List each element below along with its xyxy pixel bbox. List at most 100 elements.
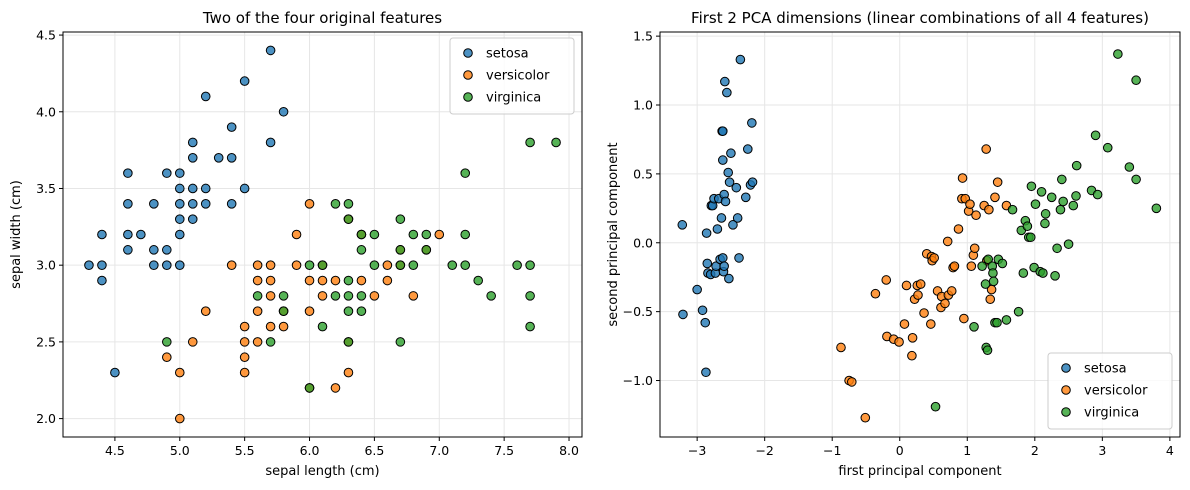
point-setosa: [278, 106, 289, 117]
point-virginica: [1113, 49, 1123, 59]
point-setosa: [174, 229, 185, 240]
point-setosa: [719, 261, 729, 271]
point-virginica: [343, 275, 354, 286]
y-tick-label: 2.0: [36, 411, 56, 426]
point-setosa: [677, 220, 688, 230]
point-setosa: [678, 309, 688, 320]
point-virginica: [330, 199, 341, 209]
point-virginica: [395, 214, 406, 224]
point-virginica: [1026, 181, 1037, 192]
point-virginica: [1063, 239, 1074, 249]
point-versicolor: [278, 321, 289, 332]
scatter-points: [677, 49, 1162, 423]
point-versicolor: [239, 321, 250, 332]
point-virginica: [988, 276, 999, 287]
legend-marker-virginica: [1061, 407, 1071, 417]
point-setosa: [149, 260, 159, 270]
chart-sepal-features: 4.5 5.0 5.5 6.0 6.5 7.0 7.5 8.0 2.0 2.5 3.0 3.5 4.0…: [9, 9, 583, 479]
point-virginica: [1040, 218, 1050, 229]
point-versicolor: [239, 337, 250, 347]
legend-item-virginica: virginica: [1061, 406, 1139, 421]
y-tick-label: −1.0: [623, 373, 653, 388]
legend-label-virginica: virginica: [1084, 406, 1139, 421]
y-tick-label: 2.5: [36, 334, 56, 349]
point-virginica: [460, 168, 471, 178]
point-virginica: [1030, 199, 1041, 209]
legend-item-setosa: setosa: [463, 47, 529, 62]
point-virginica: [1040, 209, 1051, 219]
point-setosa: [226, 152, 237, 163]
point-versicolor: [949, 261, 960, 271]
point-virginica: [304, 260, 315, 270]
point-setosa: [716, 213, 727, 223]
x-tick-label: 2: [1031, 443, 1039, 458]
point-virginica: [356, 306, 367, 317]
x-tick-label: 8.0: [559, 443, 579, 458]
point-virginica: [551, 137, 561, 148]
legend-marker-virginica: [463, 92, 473, 102]
point-virginica: [408, 229, 419, 240]
point-virginica: [421, 245, 432, 255]
point-virginica: [395, 260, 406, 270]
point-virginica: [356, 245, 367, 255]
point-setosa: [731, 182, 742, 193]
point-setosa: [747, 177, 758, 187]
point-versicolor: [919, 308, 929, 318]
point-setosa: [174, 199, 185, 209]
x-tick-label: −2: [755, 443, 773, 458]
point-setosa: [174, 260, 185, 270]
point-setosa: [187, 152, 198, 163]
point-virginica: [1131, 174, 1141, 185]
point-versicolor: [915, 279, 926, 289]
point-virginica: [1151, 203, 1162, 214]
point-versicolor: [966, 261, 977, 271]
point-versicolor: [913, 290, 923, 300]
point-setosa: [149, 245, 159, 255]
point-virginica: [1092, 189, 1103, 200]
point-versicolor: [174, 413, 185, 424]
point-versicolor: [907, 333, 918, 343]
point-setosa: [187, 137, 198, 148]
point-virginica: [369, 260, 380, 270]
point-versicolor: [957, 173, 968, 183]
point-versicolor: [265, 291, 276, 301]
point-virginica: [1131, 75, 1141, 86]
point-versicolor: [252, 337, 263, 347]
point-setosa: [726, 148, 736, 159]
point-versicolor: [226, 260, 237, 270]
x-axis-label: first principal component: [838, 464, 1001, 479]
point-setosa: [720, 76, 730, 87]
point-versicolor: [265, 260, 276, 270]
point-setosa: [174, 183, 185, 194]
x-tick-label: 4.5: [105, 443, 125, 458]
point-setosa: [692, 284, 702, 295]
point-setosa: [740, 192, 751, 203]
point-versicolor: [239, 367, 250, 378]
point-versicolor: [971, 210, 981, 221]
point-versicolor: [330, 383, 341, 393]
point-setosa: [239, 76, 250, 86]
point-versicolor: [981, 144, 991, 154]
y-tick-label: 3.0: [36, 258, 56, 273]
point-setosa: [742, 144, 753, 154]
point-virginica: [1025, 232, 1036, 243]
point-versicolor: [174, 367, 185, 378]
point-versicolor: [942, 236, 953, 247]
point-setosa: [226, 122, 237, 132]
point-setosa: [123, 199, 133, 209]
point-versicolor: [953, 224, 964, 234]
point-setosa: [735, 54, 746, 65]
point-virginica: [1018, 268, 1029, 278]
point-virginica: [317, 321, 328, 332]
chart-title: First 2 PCA dimensions (linear combinati…: [691, 9, 1149, 27]
point-setosa: [724, 273, 734, 284]
legend-label-versicolor: versicolor: [486, 69, 550, 84]
point-versicolor: [969, 243, 980, 254]
point-setosa: [123, 168, 133, 178]
point-setosa: [200, 91, 211, 102]
legend-marker-versicolor: [1061, 385, 1071, 395]
y-tick-label: 3.5: [36, 181, 56, 196]
point-virginica: [512, 260, 522, 270]
legend-box: [1047, 352, 1173, 430]
